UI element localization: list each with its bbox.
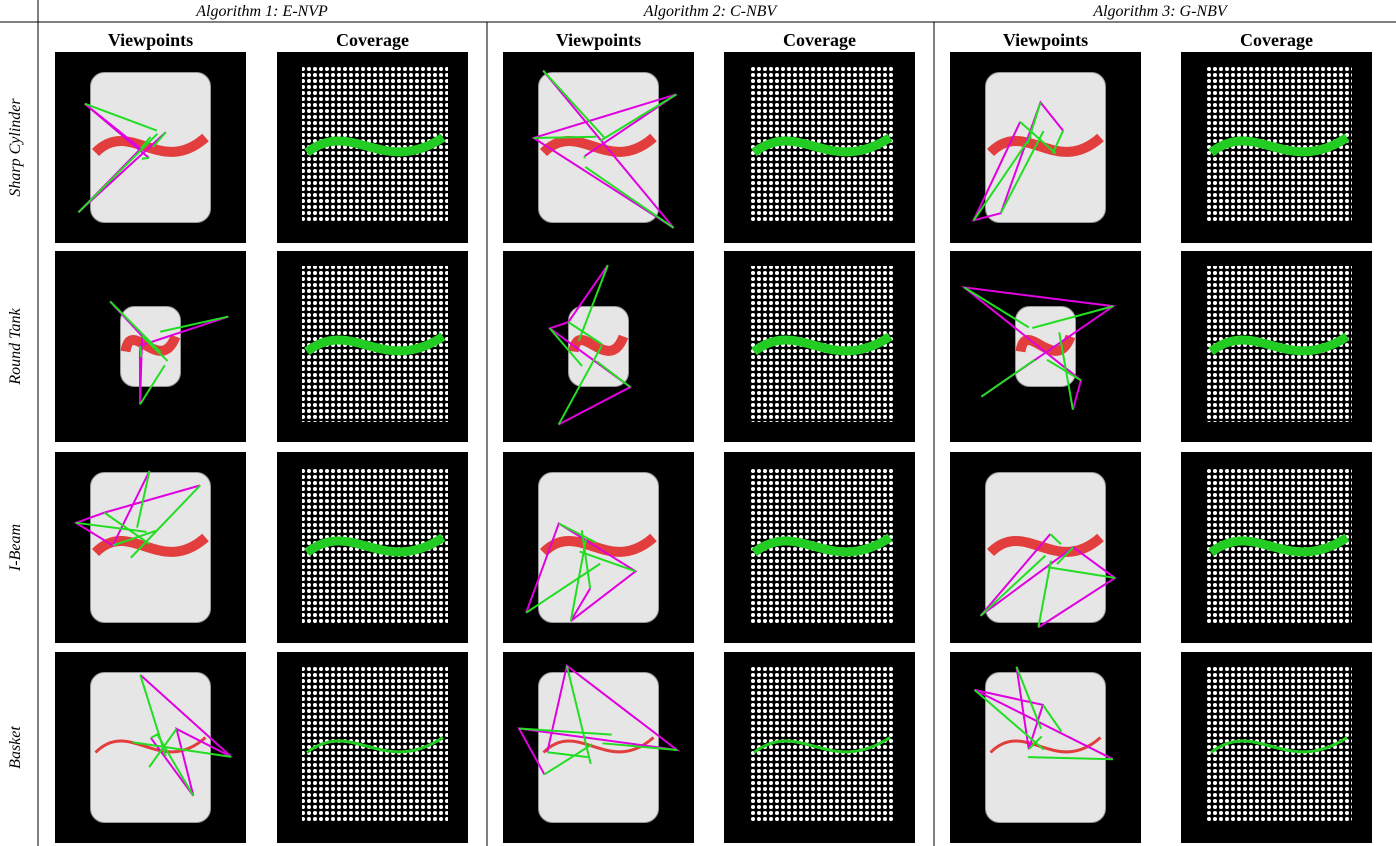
coverage-image (1181, 52, 1372, 243)
coverage-image (277, 452, 468, 643)
viewpoints-image (503, 251, 694, 442)
view-ray (140, 346, 141, 357)
view-ray (142, 158, 149, 159)
coverage-image (277, 652, 468, 843)
column-subheader: Viewpoints (1003, 30, 1088, 50)
figure: Algorithm 1: E-NVPViewpointsCoverageAlgo… (0, 0, 1396, 846)
coverage-image (724, 251, 915, 442)
row-label: Round Tank (7, 307, 24, 385)
view-ray (534, 137, 597, 138)
coverage-image (1181, 452, 1372, 643)
viewpoints-image (503, 652, 694, 843)
viewpoints-image (503, 52, 694, 243)
row-label: I-Beam (7, 524, 24, 572)
viewpoints-image (950, 251, 1141, 442)
coverage-image (724, 52, 915, 243)
column-subheader: Coverage (783, 30, 856, 50)
coverage-image (277, 52, 468, 243)
coverage-image (1181, 652, 1372, 843)
viewpoints-image (950, 52, 1141, 243)
coverage-image (277, 251, 468, 442)
column-subheader: Viewpoints (108, 30, 193, 50)
viewpoints-image (950, 452, 1141, 643)
viewpoints-image (55, 251, 246, 442)
viewpoints-image (55, 452, 246, 643)
row-label: Basket (7, 726, 24, 769)
coverage-image (724, 652, 915, 843)
column-subheader: Viewpoints (556, 30, 641, 50)
viewpoints-image (55, 52, 246, 243)
algorithm-title: Algorithm 1: E-NVP (195, 3, 328, 20)
column-subheader: Coverage (336, 30, 409, 50)
algorithm-title: Algorithm 3: G-NBV (1092, 3, 1229, 20)
algorithm-title: Algorithm 2: C-NBV (643, 3, 779, 20)
viewpoints-image (950, 652, 1141, 843)
viewpoints-image (503, 452, 694, 643)
viewpoints-image (55, 652, 246, 843)
coverage-image (724, 452, 915, 643)
row-label: Sharp Cylinder (7, 98, 24, 197)
coverage-image (1181, 251, 1372, 442)
column-subheader: Coverage (1240, 30, 1313, 50)
